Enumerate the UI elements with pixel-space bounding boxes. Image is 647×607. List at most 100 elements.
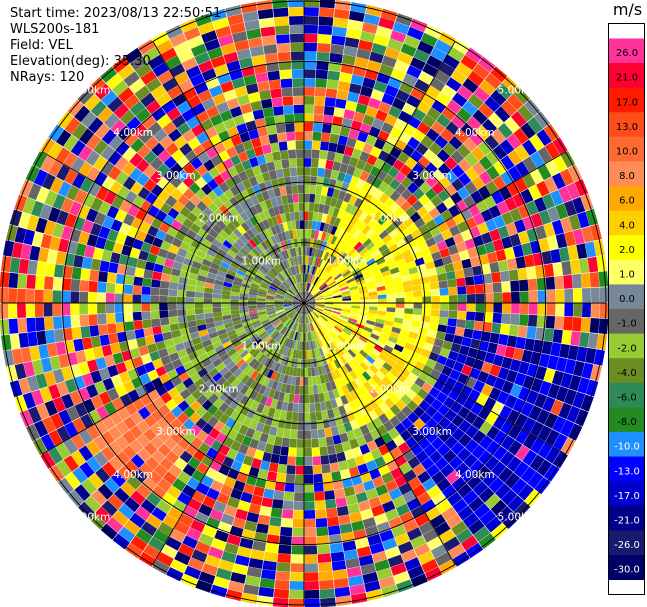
velocity-gate xyxy=(205,277,216,284)
velocity-gate xyxy=(341,293,351,297)
range-ring-label: 3.00km xyxy=(156,426,196,438)
velocity-gate xyxy=(187,383,199,395)
velocity-gate xyxy=(267,271,276,279)
velocity-gate xyxy=(482,273,493,284)
velocity-gate xyxy=(349,226,358,236)
velocity-gate xyxy=(472,213,485,226)
velocity-gate xyxy=(248,128,260,140)
velocity-gate xyxy=(298,412,304,422)
velocity-gate xyxy=(448,310,458,319)
velocity-gate xyxy=(323,292,332,297)
velocity-gate xyxy=(187,278,197,286)
velocity-gate xyxy=(412,463,426,477)
velocity-gate xyxy=(263,322,272,329)
velocity-gate xyxy=(174,254,185,264)
velocity-gate xyxy=(473,321,484,331)
velocity-gate xyxy=(289,321,295,330)
velocity-gate xyxy=(276,334,283,343)
velocity-gate xyxy=(335,497,347,508)
velocity-gate xyxy=(354,377,363,388)
velocity-gate xyxy=(257,353,266,363)
velocity-gate xyxy=(312,256,317,266)
velocity-gate xyxy=(372,550,388,563)
velocity-gate xyxy=(412,251,423,261)
velocity-gate xyxy=(547,235,559,251)
velocity-gate xyxy=(232,320,242,326)
velocity-gate xyxy=(312,321,318,330)
velocity-gate xyxy=(304,247,307,256)
velocity-gate xyxy=(234,343,245,352)
velocity-gate xyxy=(341,154,352,165)
velocity-gate xyxy=(371,221,382,232)
velocity-gate xyxy=(270,235,278,245)
velocity-gate xyxy=(356,244,366,254)
velocity-gate xyxy=(277,463,287,474)
velocity-gate xyxy=(85,150,100,166)
colorbar-swatch xyxy=(609,161,644,187)
velocity-gate xyxy=(328,319,337,326)
velocity-gate xyxy=(379,366,389,376)
velocity-gate xyxy=(201,399,213,411)
velocity-gate xyxy=(484,293,494,303)
velocity-gate xyxy=(292,527,304,537)
velocity-gate xyxy=(393,344,404,353)
velocity-gate xyxy=(190,223,201,234)
velocity-gate xyxy=(536,129,552,146)
velocity-gate xyxy=(336,322,345,329)
velocity-gate xyxy=(265,397,273,407)
velocity-gate xyxy=(139,373,151,385)
velocity-gate xyxy=(278,335,285,344)
velocity-gate xyxy=(223,89,237,102)
velocity-gate xyxy=(230,488,243,500)
velocity-gate xyxy=(343,403,353,414)
velocity-gate xyxy=(288,320,294,329)
velocity-gate xyxy=(367,313,377,319)
velocity-gate xyxy=(61,225,73,241)
velocity-gate xyxy=(504,116,520,133)
velocity-gate xyxy=(215,362,226,372)
velocity-gate xyxy=(304,377,309,386)
velocity-gate xyxy=(506,409,521,424)
velocity-gate xyxy=(484,73,502,90)
velocity-gate xyxy=(413,303,423,309)
velocity-gate xyxy=(179,355,191,365)
velocity-gate xyxy=(52,396,66,413)
velocity-gate xyxy=(522,375,535,390)
velocity-gate xyxy=(281,159,290,169)
velocity-gate xyxy=(304,518,316,528)
velocity-gate xyxy=(370,333,380,341)
velocity-gate xyxy=(464,411,478,425)
velocity-gate xyxy=(363,162,374,174)
velocity-gate xyxy=(274,114,285,125)
velocity-gate xyxy=(142,477,157,492)
velocity-gate xyxy=(276,344,283,353)
velocity-gate xyxy=(337,229,346,239)
velocity-gate xyxy=(129,78,146,94)
velocity-gate xyxy=(239,235,249,245)
velocity-gate xyxy=(252,184,262,195)
velocity-gate xyxy=(443,396,456,409)
velocity-gate xyxy=(577,377,590,394)
velocity-gate xyxy=(268,133,279,144)
velocity-gate xyxy=(328,317,338,324)
velocity-gate xyxy=(248,300,257,303)
velocity-gate xyxy=(215,274,225,282)
velocity-gate xyxy=(376,521,391,534)
velocity-gate xyxy=(190,357,202,367)
velocity-gate xyxy=(152,271,162,281)
velocity-gate xyxy=(148,536,165,552)
velocity-gate xyxy=(258,313,268,318)
velocity-gate xyxy=(372,177,383,189)
velocity-gate xyxy=(358,39,374,52)
velocity-gate xyxy=(355,178,366,190)
velocity-gate xyxy=(240,374,250,385)
velocity-gate xyxy=(324,304,334,306)
velocity-gate xyxy=(307,283,312,292)
velocity-gate xyxy=(541,341,553,355)
velocity-gate xyxy=(266,295,275,299)
velocity-gate xyxy=(230,306,240,311)
velocity-gate xyxy=(413,48,430,63)
velocity-gate xyxy=(17,303,26,318)
velocity-gate xyxy=(332,569,348,580)
velocity-gate xyxy=(395,307,405,314)
